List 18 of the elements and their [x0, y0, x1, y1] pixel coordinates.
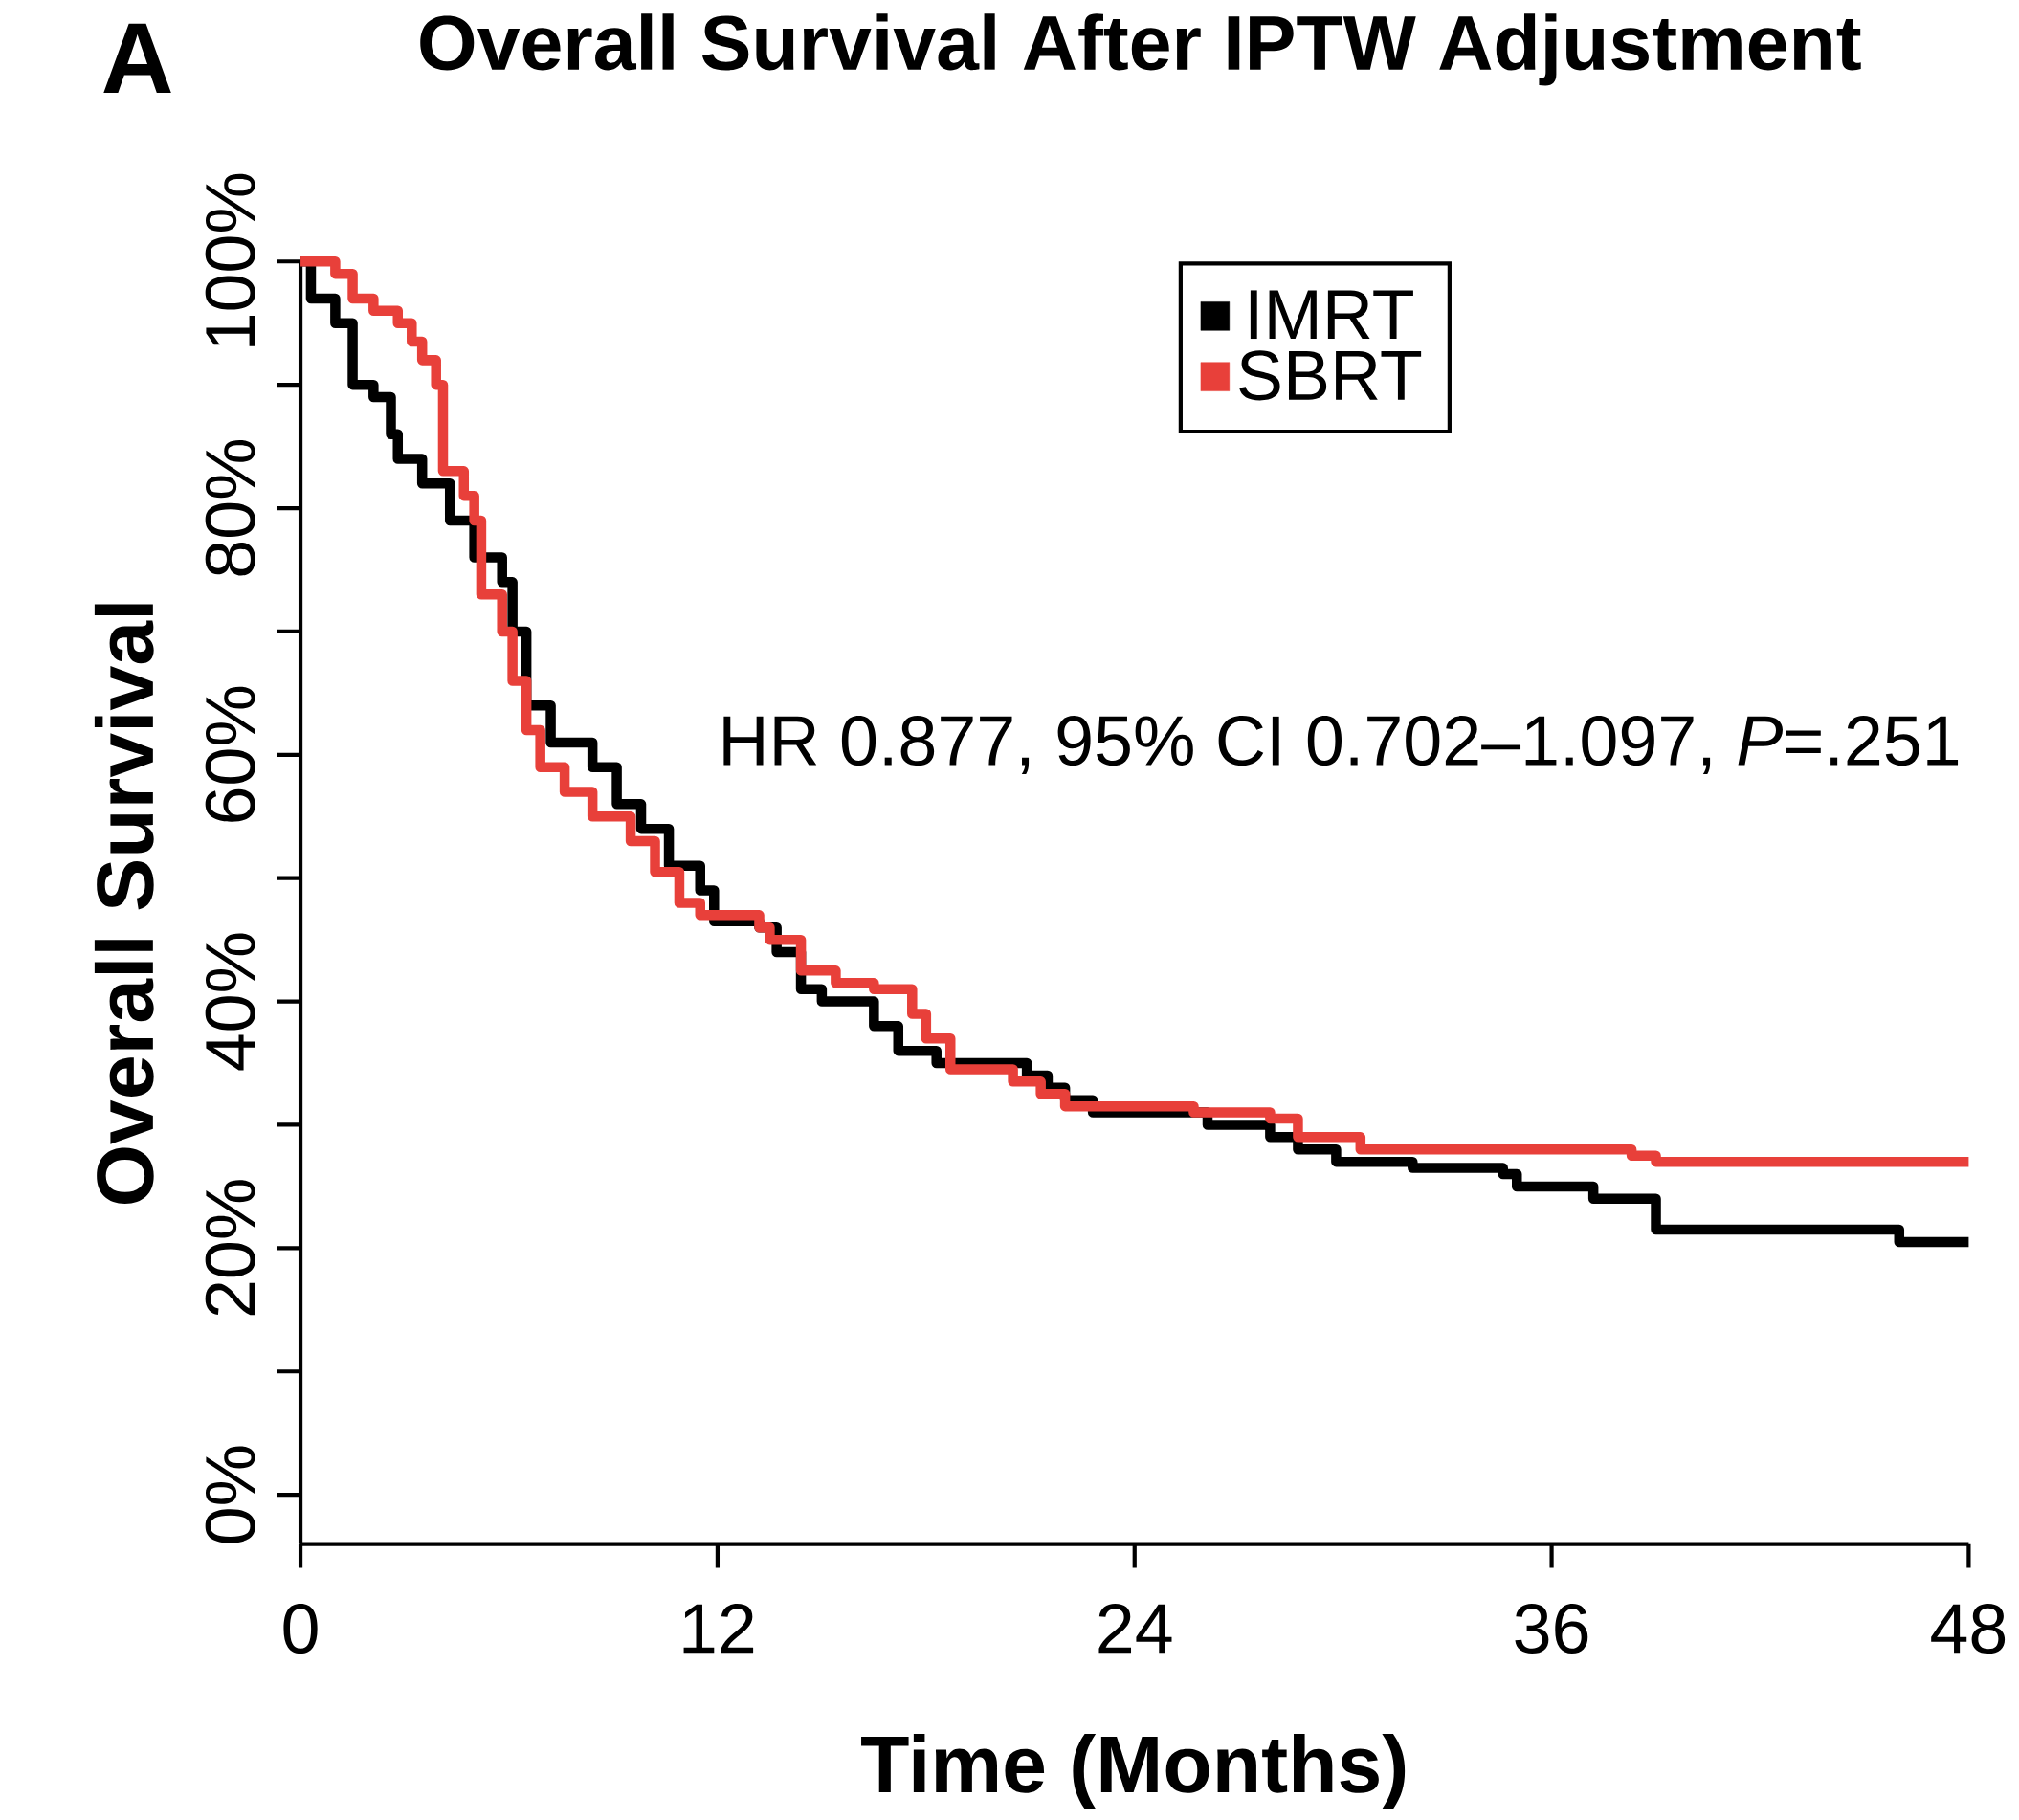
y-tick-label: 100% — [205, 173, 255, 346]
y-tick-label: 80% — [205, 439, 255, 576]
annotation: HR 0.877, 95% CI 0.702–1.097, P=.251 — [723, 716, 1959, 774]
y-axis-title: Overall Survival — [94, 604, 154, 1204]
y-tick-label: 40% — [205, 933, 255, 1071]
x-tick-label: 24 — [1098, 1603, 1172, 1654]
text: A — [103, 23, 171, 93]
x-tick-label: 36 — [1515, 1603, 1588, 1654]
y-tick-label: 0% — [205, 1446, 255, 1543]
x-tick-label: 12 — [683, 1603, 754, 1654]
x-tick-label: 0 — [283, 1603, 318, 1654]
chart-title: Overall Survival After IPTW Adjustment — [420, 13, 1861, 86]
x-tick-label: 48 — [1931, 1603, 2006, 1654]
legend-label: SBRT — [1239, 350, 1422, 401]
legend-label: IMRT — [1250, 290, 1413, 340]
y-tick-label: 20% — [205, 1180, 255, 1316]
x-axis-title: Time (Months) — [861, 1733, 1406, 1809]
y-tick-label: 60% — [205, 686, 255, 822]
